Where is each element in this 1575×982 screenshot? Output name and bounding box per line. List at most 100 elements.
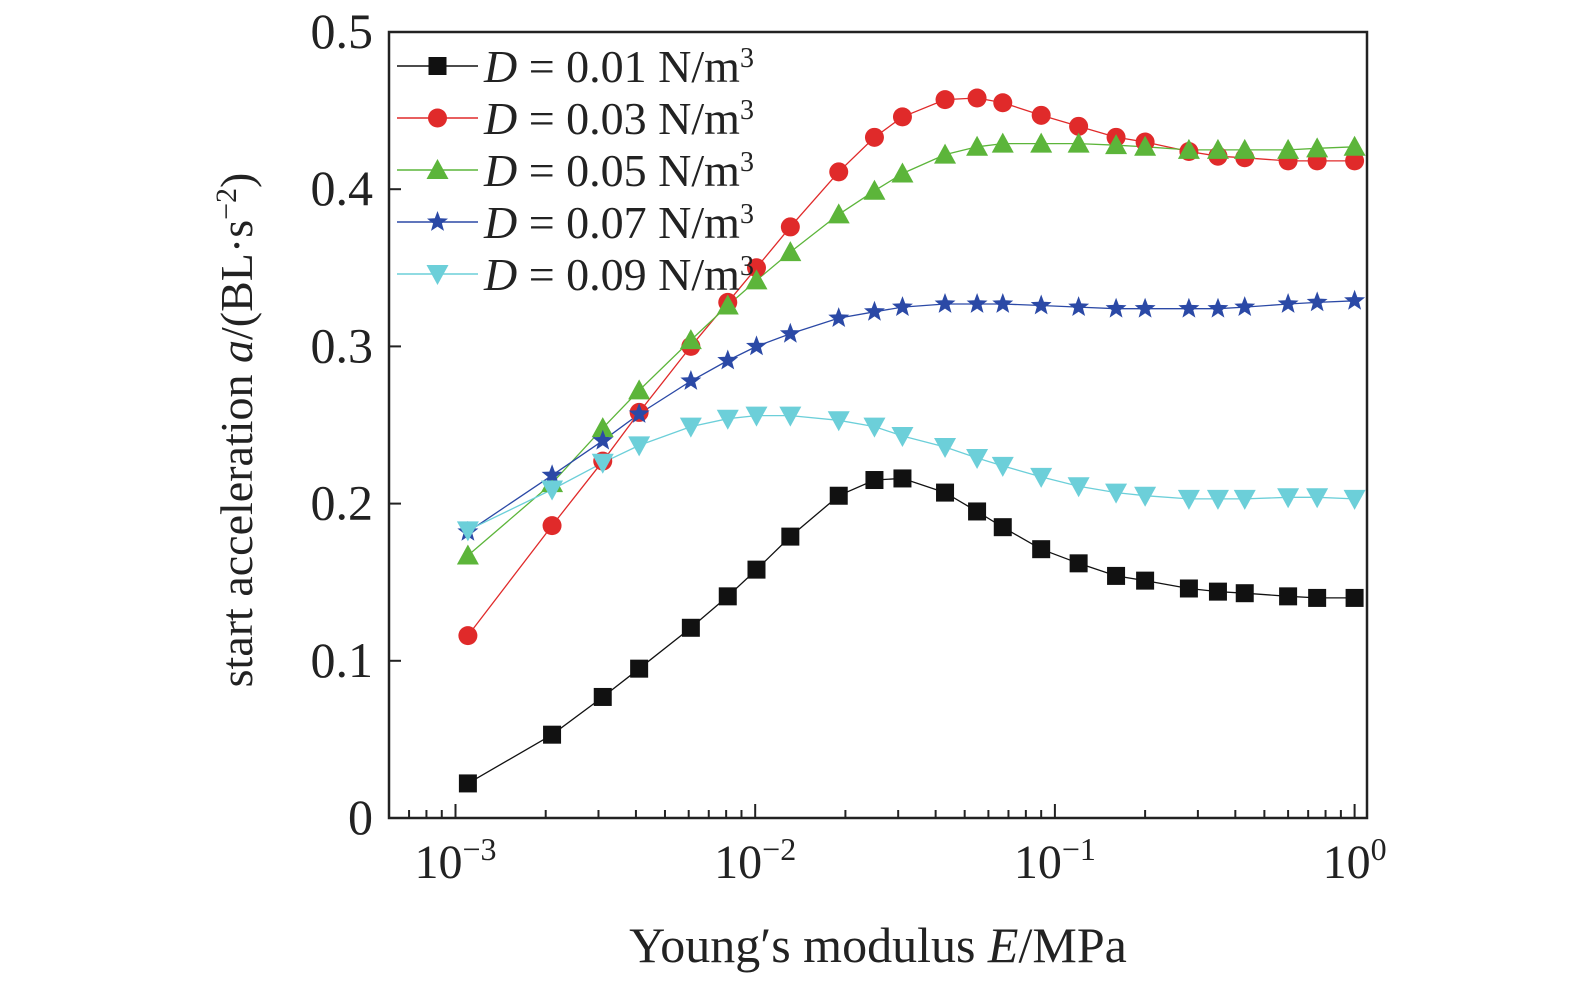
data-point (1134, 297, 1156, 318)
x-label-pre: Young′s modulus (629, 917, 988, 973)
data-point (541, 464, 563, 485)
x-tick-label: 10−2 (714, 831, 796, 889)
data-point (829, 162, 849, 182)
data-point (681, 618, 700, 637)
data-point (1069, 554, 1088, 573)
data-point (827, 203, 850, 224)
series-line-1 (467, 477, 1355, 784)
data-point (1206, 489, 1229, 510)
data-point (747, 560, 766, 579)
data-point (1031, 105, 1051, 125)
data-point (966, 449, 989, 470)
data-point (891, 427, 914, 448)
data-point (718, 587, 737, 606)
data-point (1277, 138, 1300, 159)
data-point (1134, 135, 1157, 156)
data-point (863, 179, 886, 200)
data-point (934, 143, 957, 164)
data-point (630, 659, 649, 678)
y-label-unit: /(BL·s (211, 220, 262, 340)
legend-marker (426, 159, 449, 179)
data-point (1345, 588, 1364, 607)
data-point (935, 90, 955, 110)
data-point (1136, 571, 1155, 590)
y-tick-label: 0.5 (311, 3, 374, 59)
data-point (1030, 294, 1052, 315)
data-point (591, 417, 614, 438)
series-3-points (456, 132, 1366, 565)
data-point (542, 516, 562, 536)
data-point (1208, 582, 1227, 601)
data-point (892, 296, 913, 316)
legend-item-4: D = 0.07 N/m3 (397, 197, 754, 248)
y-label-sup: −2 (210, 188, 243, 220)
legend-item-1: D = 0.01 N/m3 (397, 41, 754, 92)
series-5-points (456, 406, 1366, 542)
data-point (1306, 137, 1329, 158)
data-point (828, 307, 850, 327)
data-point (746, 335, 767, 356)
legend-marker (426, 265, 449, 285)
data-point (864, 127, 884, 147)
data-point (717, 349, 739, 370)
data-point (992, 293, 1014, 313)
data-point (892, 107, 912, 127)
data-point (628, 436, 651, 457)
legend-label: D = 0.01 N/m3 (483, 41, 754, 92)
data-point (863, 417, 886, 438)
data-point (716, 409, 739, 430)
data-point (1030, 132, 1053, 153)
data-point (1032, 540, 1051, 559)
y-tick-label: 0.4 (311, 160, 374, 216)
data-point (1306, 291, 1328, 312)
data-point (1345, 151, 1365, 171)
y-label-end: ) (211, 173, 262, 188)
data-point (1030, 467, 1053, 488)
data-point (1179, 579, 1198, 598)
legend-label: D = 0.05 N/m3 (483, 145, 754, 196)
legend-label: D = 0.07 N/m3 (483, 197, 754, 248)
data-point (1207, 297, 1229, 318)
data-point (1069, 116, 1089, 136)
x-label-unit: /MPa (1018, 917, 1126, 973)
data-point (746, 258, 766, 278)
data-point (1235, 584, 1254, 603)
data-point (893, 469, 912, 488)
data-point (1067, 132, 1090, 153)
data-point (1343, 489, 1366, 510)
data-point (829, 486, 848, 505)
data-point (934, 438, 957, 459)
data-point (745, 269, 768, 290)
data-point (1068, 296, 1090, 316)
data-point (680, 370, 702, 390)
legend: D = 0.01 N/m3D = 0.03 N/m3D = 0.05 N/m3D… (397, 41, 754, 300)
data-point (1105, 134, 1128, 155)
series-1-points (458, 469, 1364, 793)
data-point (864, 300, 885, 321)
legend-item-3: D = 0.05 N/m3 (397, 145, 754, 196)
series-4-points (457, 289, 1366, 541)
legend-item-5: D = 0.09 N/m3 (397, 249, 754, 300)
data-point (865, 471, 884, 490)
data-point (592, 429, 614, 450)
x-tick-label: 10−3 (414, 831, 496, 889)
data-point (993, 93, 1013, 113)
y-axis: 0 0.1 0.2 0.3 0.4 0.5 (311, 3, 401, 845)
data-point (1105, 483, 1128, 504)
data-point (745, 406, 768, 427)
y-tick-label: 0.1 (311, 632, 374, 688)
legend-marker (427, 211, 448, 231)
series-markers (456, 88, 1366, 793)
data-point (1234, 296, 1256, 316)
x-tick-label: 10−1 (1014, 831, 1096, 889)
data-point (1233, 489, 1256, 510)
data-point (628, 379, 651, 400)
legend-marker (428, 108, 447, 128)
legend-label: D = 0.09 N/m3 (483, 249, 754, 300)
x-tick-label: 100 (1323, 831, 1387, 889)
data-point (1279, 587, 1298, 606)
data-point (993, 518, 1012, 537)
legend-label: D = 0.03 N/m3 (483, 93, 754, 144)
y-label-var: a (211, 340, 262, 363)
